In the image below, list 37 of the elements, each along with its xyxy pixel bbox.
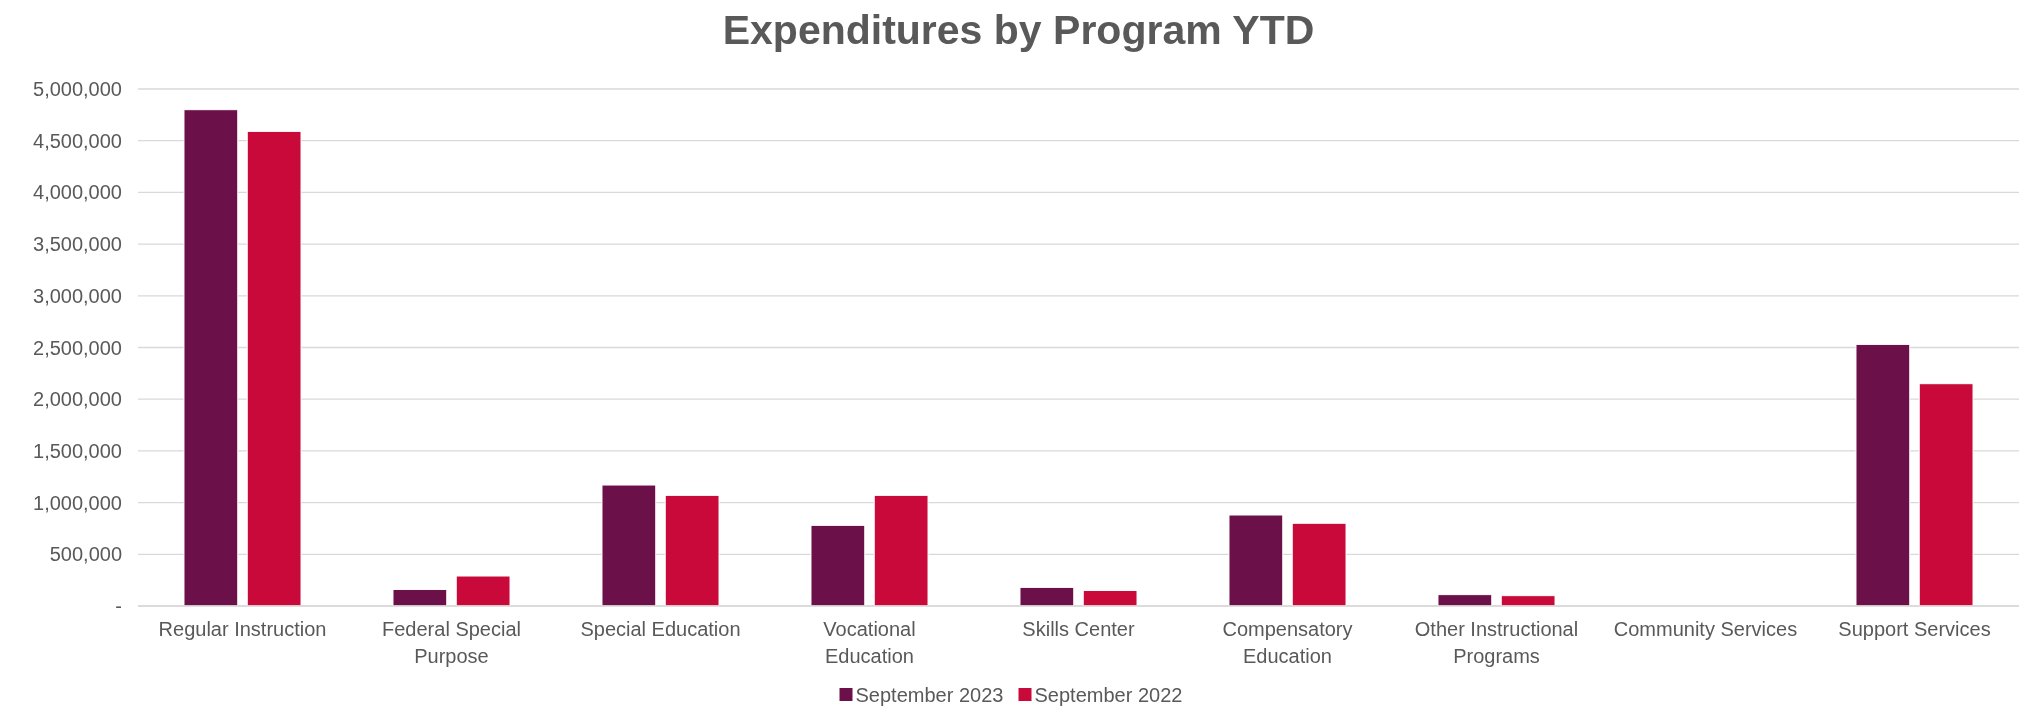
bar — [183, 109, 239, 607]
y-tick-label: 500,000 — [49, 543, 122, 566]
bar — [601, 484, 657, 607]
bar — [1019, 586, 1075, 607]
bar — [1918, 383, 1974, 607]
x-tick-label: Federal Special Purpose — [382, 618, 521, 667]
legend-label: September 2022 — [1034, 684, 1183, 706]
y-tick-label: - — [115, 595, 122, 617]
bar — [455, 575, 511, 607]
x-tick-label: Other Instructional Programs — [1414, 618, 1579, 667]
y-tick-label: 3,000,000 — [33, 284, 122, 307]
bar — [873, 494, 929, 607]
y-tick-label: 2,000,000 — [33, 388, 122, 411]
y-tick-label: 2,500,000 — [33, 336, 122, 359]
y-tick-label: 3,500,000 — [33, 233, 122, 256]
y-tick-label: 5,000,000 — [33, 78, 122, 100]
x-tick-label: Skills Center — [1022, 618, 1135, 640]
bar — [810, 524, 866, 607]
y-tick-label: 1,500,000 — [33, 439, 122, 462]
x-tick-label: Special Education — [580, 618, 741, 640]
x-tick-label: Regular Instruction — [158, 618, 327, 640]
x-tick-label: Community Services — [1613, 618, 1798, 640]
chart-title: Expenditures by Program YTD — [722, 7, 1315, 53]
y-tick-label: 4,000,000 — [33, 181, 122, 204]
bar — [246, 130, 302, 607]
x-tick-label: Support Services — [1838, 618, 1991, 640]
bar — [1228, 514, 1284, 607]
bar — [1855, 343, 1911, 607]
bar — [1082, 589, 1138, 607]
y-tick-label: 1,000,000 — [33, 491, 122, 514]
bar — [664, 494, 720, 607]
x-tick-label: Compensatory Education — [1222, 618, 1353, 667]
x-tick-label: Vocational Education — [823, 618, 916, 667]
legend-label: September 2023 — [855, 684, 1004, 706]
bar — [1291, 522, 1347, 607]
y-tick-label: 4,500,000 — [33, 129, 122, 152]
bar — [392, 588, 448, 607]
